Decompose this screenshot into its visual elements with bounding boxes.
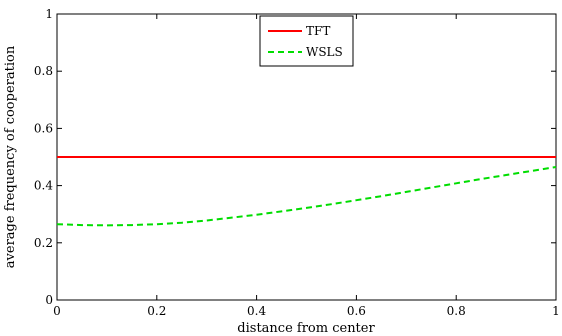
legend-label-wsls: WSLS: [306, 45, 343, 59]
y-tick-label: 1: [45, 7, 53, 21]
y-tick-label: 0.2: [34, 236, 53, 250]
y-axis-label: average frequency of cooperation: [3, 45, 18, 268]
x-tick-label: 0.2: [147, 304, 166, 318]
x-tick-label: 0.8: [447, 304, 466, 318]
x-tick-label: 0.6: [347, 304, 366, 318]
x-tick-label: 1: [552, 304, 560, 318]
y-tick-label: 0.6: [34, 121, 53, 135]
legend-box: [259, 15, 354, 67]
y-tick-label: 0.8: [34, 64, 53, 78]
x-tick-label: 0: [53, 304, 61, 318]
x-tick-label: 0.4: [247, 304, 266, 318]
legend-label-tft: TFT: [306, 24, 330, 38]
legend: TFT WSLS: [259, 15, 354, 67]
axis-ticks: 0 0.2 0.4 0.6 0.8 1 0 0.2 0.4 0.6 0.8 1: [34, 7, 560, 318]
x-axis-label: distance from center: [237, 321, 375, 336]
y-tick-label: 0: [45, 293, 53, 307]
series-line-wsls: [56, 166, 557, 227]
y-tick-label: 0.4: [34, 179, 53, 193]
series-lines: [56, 156, 557, 227]
